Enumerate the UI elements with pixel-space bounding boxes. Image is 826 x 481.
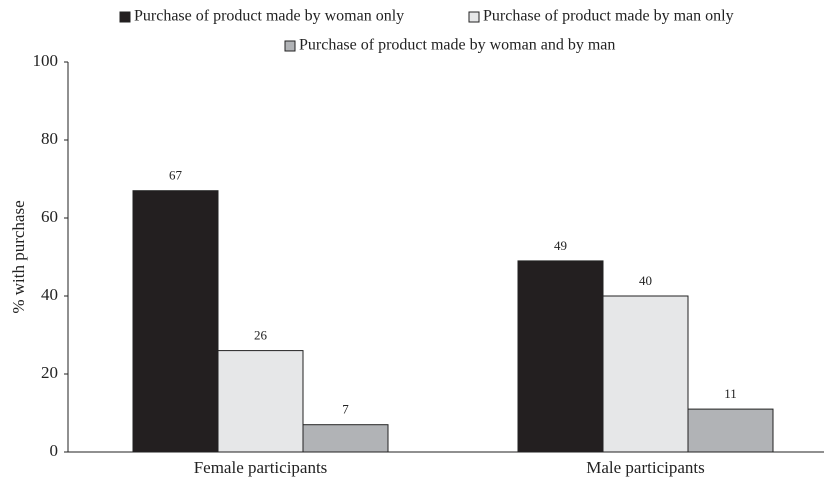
legend-label: Purchase of product made by woman only: [134, 8, 404, 25]
y-tick-label: 80: [41, 129, 58, 148]
x-tick-label: Male participants: [586, 458, 705, 477]
bar: [517, 260, 604, 453]
x-tick-label: Female participants: [194, 458, 328, 477]
y-tick-label: 0: [50, 441, 59, 460]
y-tick-label: 100: [33, 51, 59, 70]
bar: [687, 408, 774, 453]
y-tick-label: 20: [41, 363, 58, 382]
y-tick-label: 60: [41, 207, 58, 226]
data-label: 26: [254, 328, 268, 343]
data-label: 11: [724, 386, 737, 401]
y-axis-label: % with purchase: [9, 200, 28, 313]
bar: [132, 190, 219, 453]
bar: [217, 350, 304, 453]
legend-swatch: [119, 11, 131, 23]
legend-label: Purchase of product made by man only: [483, 8, 734, 25]
legend-swatch: [284, 40, 296, 52]
data-label: 49: [554, 238, 567, 253]
data-label: 40: [639, 273, 652, 288]
legend-label: Purchase of product made by woman and by…: [299, 37, 615, 54]
bar: [302, 424, 389, 453]
data-label: 7: [342, 402, 349, 417]
legend-swatch: [468, 11, 480, 23]
data-label: 67: [169, 168, 183, 183]
bar: [602, 295, 689, 453]
y-tick-label: 40: [41, 285, 58, 304]
